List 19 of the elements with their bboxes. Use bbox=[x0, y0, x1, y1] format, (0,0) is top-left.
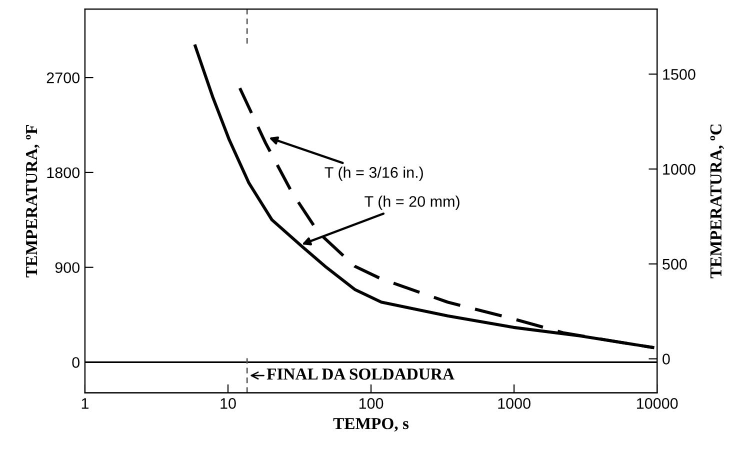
annotation: T (h = 20 mm) bbox=[364, 196, 460, 210]
ref-line-label: FINAL DA SOLDADURA bbox=[266, 368, 454, 380]
y-tick-label: 2700 bbox=[46, 72, 80, 84]
y-axis-title: TEMPERATURA, ºF bbox=[26, 125, 40, 278]
y-tick-label: 900 bbox=[55, 262, 80, 274]
y-tick-label: 1800 bbox=[47, 167, 80, 178]
y2-tick-label: 1000 bbox=[663, 164, 696, 175]
x-tick-label: 100 bbox=[359, 398, 384, 409]
x-axis-title: TEMPO, s bbox=[333, 418, 409, 432]
y-tick-label: 0 bbox=[72, 357, 80, 368]
y2-tick-label: 0 bbox=[662, 354, 670, 364]
x-tick-label: 10 bbox=[220, 398, 236, 409]
annotation: T (h = 3/16 in.) bbox=[324, 166, 423, 181]
y2-tick-label: 500 bbox=[662, 258, 687, 270]
x-tick-label: 1000 bbox=[498, 398, 530, 409]
y2-tick-label: 1500 bbox=[663, 69, 696, 80]
x-tick-label: 10000 bbox=[637, 398, 678, 409]
y2-axis-title: TEMPERATURA, ºC bbox=[710, 124, 724, 278]
x-tick-label: 1 bbox=[82, 398, 88, 409]
